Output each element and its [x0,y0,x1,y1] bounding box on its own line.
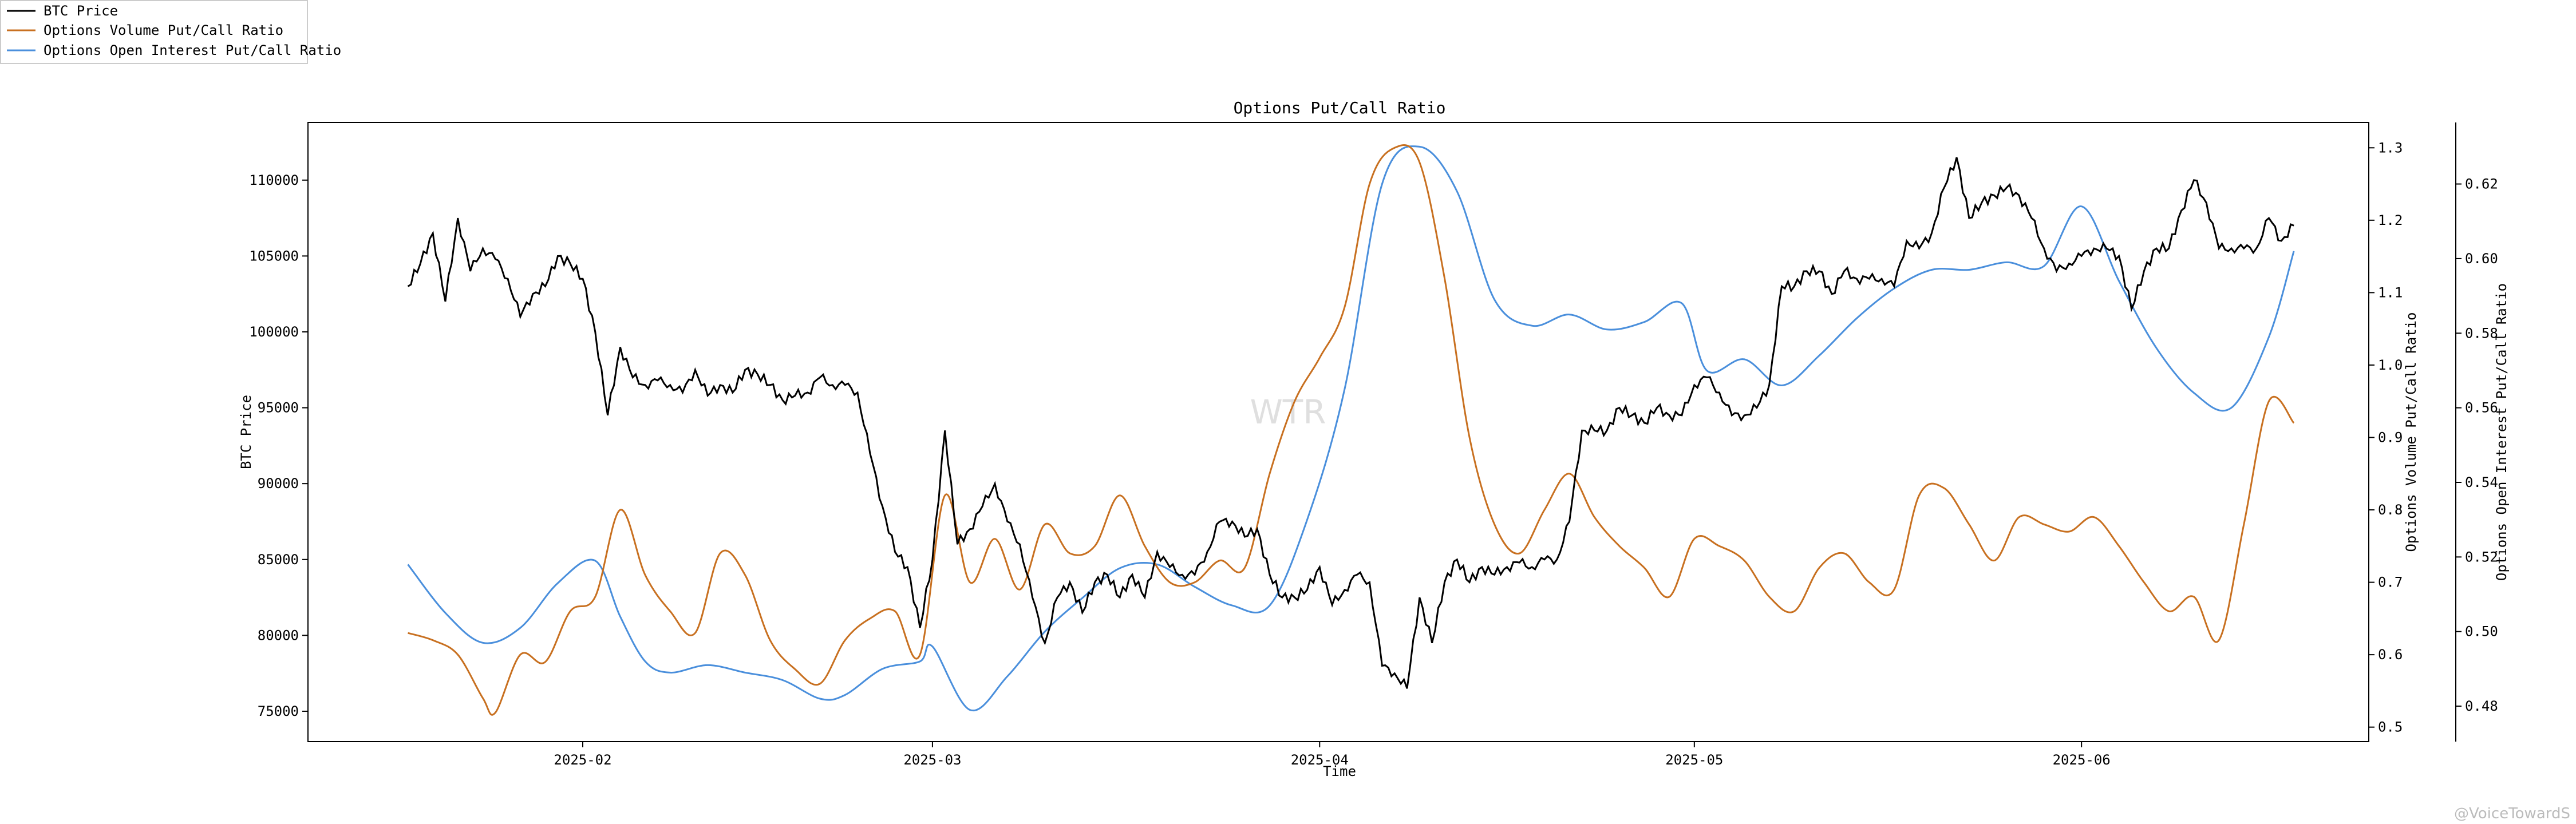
legend-label-volume-ratio: Options Volume Put/Call Ratio [44,22,283,38]
y-left-tick-label: 90000 [258,476,299,492]
plot-frame [307,122,2369,742]
y-right1-tick-label: 0.7 [2378,575,2403,591]
x-axis-title: Time [1323,763,1356,779]
y-left-tick-label: 110000 [249,172,299,188]
y-right1-tick-label: 0.5 [2378,719,2403,735]
y-right2-tick-label: 0.52 [2465,549,2498,565]
y-left-tick-label: 100000 [249,324,299,340]
legend: BTC Price Options Volume Put/Call Ratio … [0,0,341,64]
y-right2-tick-label: 0.50 [2465,624,2498,640]
footer-watermark: @VoiceTowardS [2454,805,2570,822]
y-right1-tick-label: 1.1 [2378,284,2403,300]
x-tick-label: 2025-05 [1665,752,1723,768]
watermark: WTR [1250,393,1326,431]
y-left-tick-label: 95000 [258,400,299,416]
chart-title: Options Put/Call Ratio [1234,98,1446,117]
y-right1-tick-label: 1.3 [2378,140,2403,156]
x-tick-label: 2025-02 [554,752,611,768]
series-line-volume-ratio [408,144,2295,716]
y-left-tick-label: 80000 [258,627,299,643]
y-axis-title-left: BTC Price [238,395,254,469]
axis-ticks: 2025-02 2025-03 2025-04 2025-05 2025-06 75000… [249,140,2498,768]
series-line-btc-price [407,157,2294,689]
y-right1-tick-label: 1.2 [2378,212,2403,228]
y-right2-tick-label: 0.60 [2465,251,2498,267]
y-right2-tick-label: 0.48 [2465,698,2498,714]
series-line-oi-ratio [407,145,2295,712]
y-left-tick-label: 105000 [249,248,299,264]
y-right1-tick-label: 1.0 [2378,357,2403,373]
legend-label-btc-price: BTC Price [44,3,118,19]
legend-label-oi-ratio: Options Open Interest Put/Call Ratio [44,42,341,58]
y-axis-title-right2: Options Open Interest Put/Call Ratio [2494,283,2510,581]
y-right1-tick-label: 0.9 [2378,429,2403,445]
y-left-tick-label: 75000 [258,703,299,719]
y-right1-tick-label: 0.6 [2378,647,2403,663]
x-tick-label: 2025-06 [2053,752,2111,768]
y-left-tick-label: 85000 [258,552,299,568]
y-right1-tick-label: 0.8 [2378,502,2403,518]
y-right2-tick-label: 0.54 [2465,474,2498,490]
y-axis-title-right1: Options Volume Put/Call Ratio [2403,312,2419,552]
y-right2-tick-label: 0.58 [2465,325,2498,341]
legend-box [0,0,308,64]
y-right2-tick-label: 0.56 [2465,400,2498,416]
x-tick-label: 2025-03 [903,752,961,768]
y-right2-tick-label: 0.62 [2465,176,2498,192]
x-tick-label: 2025-04 [1291,752,1349,768]
